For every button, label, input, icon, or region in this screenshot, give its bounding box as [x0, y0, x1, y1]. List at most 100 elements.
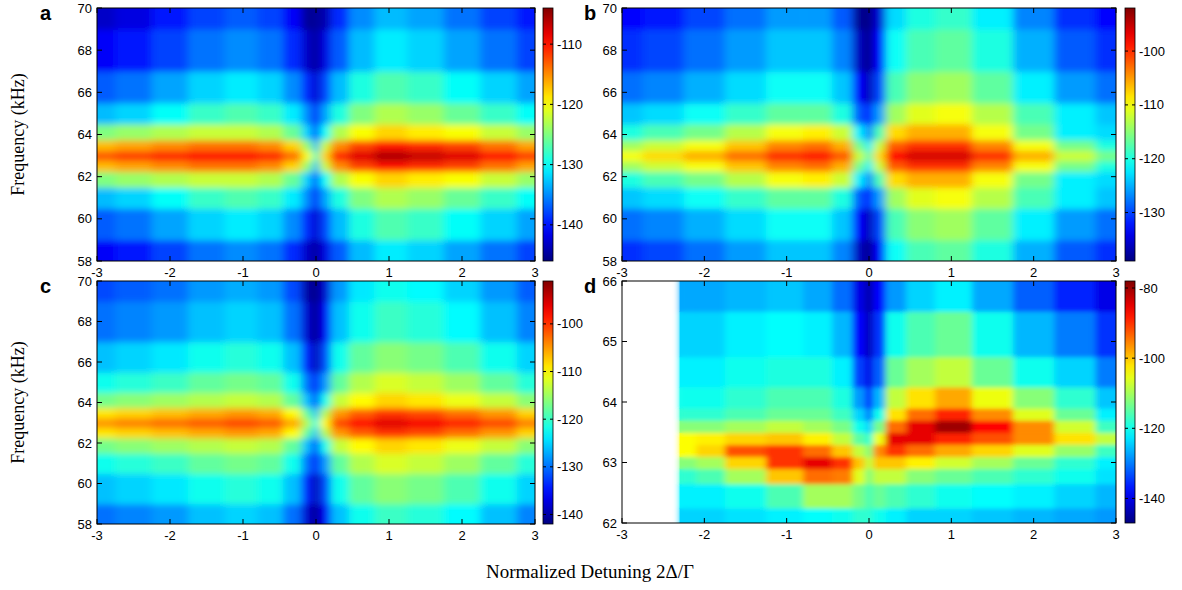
- x-tick-label: -2: [164, 265, 176, 280]
- x-tick-label: -2: [699, 265, 711, 280]
- y-tick: [622, 218, 627, 219]
- x-tick: [704, 8, 705, 13]
- y-tick-label: 68: [78, 43, 92, 58]
- y-tick: [530, 281, 535, 282]
- y-tick: [97, 261, 102, 262]
- colorbar-tick: [1125, 158, 1128, 159]
- colorbar-tick: [543, 104, 546, 105]
- colorbar-tick: [543, 164, 546, 165]
- y-tick: [97, 8, 102, 9]
- y-tick: [530, 176, 535, 177]
- x-tick-label: -1: [237, 265, 249, 280]
- colorbar-tick-label: -100: [1139, 351, 1165, 366]
- y-tick-label: 62: [603, 516, 617, 531]
- y-tick: [1111, 134, 1116, 135]
- y-tick: [1111, 523, 1116, 524]
- colorbar-tick: [550, 164, 553, 165]
- colorbar-tick: [550, 419, 553, 420]
- y-tick-label: 68: [78, 314, 92, 329]
- y-tick-label: 60: [78, 211, 92, 226]
- heatmap-cells: [97, 8, 535, 261]
- y-tick-label: 58: [603, 254, 617, 269]
- x-tick-label: 3: [531, 528, 538, 543]
- colorbar-tick-label: -130: [557, 459, 583, 474]
- y-tick-label: 58: [78, 517, 92, 532]
- y-tick-label: 66: [78, 85, 92, 100]
- x-tick: [951, 518, 952, 523]
- plot-frame: [622, 281, 1116, 523]
- colorbar-tick: [550, 323, 553, 324]
- colorbar-tick-label: -140: [557, 507, 583, 522]
- colorbar: [543, 281, 553, 524]
- x-tick: [1116, 518, 1117, 523]
- y-tick: [622, 50, 627, 51]
- x-tick: [622, 281, 623, 286]
- y-tick-label: 70: [78, 274, 92, 289]
- x-tick: [1116, 281, 1117, 286]
- plot-area: [97, 8, 535, 261]
- colorbar-tick: [550, 514, 553, 515]
- y-tick: [530, 362, 535, 363]
- y-tick: [530, 50, 535, 51]
- x-tick: [170, 281, 171, 286]
- colorbar-tick-label: -130: [557, 157, 583, 172]
- x-tick: [243, 256, 244, 261]
- y-tick: [622, 92, 627, 93]
- heatmap-smooth: [680, 281, 1116, 523]
- colorbar: [1125, 281, 1135, 523]
- y-tick-label: 70: [603, 1, 617, 16]
- x-tick: [97, 281, 98, 286]
- x-tick: [869, 518, 870, 523]
- colorbar-tick: [543, 466, 546, 467]
- y-tick: [97, 443, 102, 444]
- panel-letter: c: [40, 275, 51, 297]
- colorbar-tick: [1132, 104, 1135, 105]
- plot-area: [622, 8, 1116, 261]
- panel-letter: d: [584, 275, 596, 297]
- y-tick: [97, 134, 102, 135]
- x-tick-label: 2: [458, 265, 465, 280]
- colorbar-tick: [543, 419, 546, 420]
- y-tick: [1111, 50, 1116, 51]
- colorbar-tick: [550, 371, 553, 372]
- x-tick-label: 1: [385, 265, 392, 280]
- colorbar-tick-label: -120: [557, 97, 583, 112]
- y-tick: [97, 218, 102, 219]
- colorbar-tick-label: -80: [1139, 281, 1158, 296]
- y-tick: [1111, 281, 1116, 282]
- x-tick: [1033, 8, 1034, 13]
- colorbar-tick: [543, 224, 546, 225]
- colorbar-tick: [1125, 428, 1128, 429]
- x-tick: [1116, 8, 1117, 13]
- panel-letter: b: [584, 2, 596, 24]
- x-tick: [389, 256, 390, 261]
- x-tick-label: -3: [91, 528, 103, 543]
- y-tick: [622, 261, 627, 262]
- x-tick-label: 0: [312, 528, 319, 543]
- plot-area: [97, 281, 535, 524]
- y-tick-label: 64: [603, 395, 617, 410]
- y-axis-title: Frequency (kHz): [8, 73, 29, 195]
- x-tick: [170, 8, 171, 13]
- colorbar-tick: [543, 323, 546, 324]
- colorbar-tick: [1132, 358, 1135, 359]
- colorbar-tick: [1125, 358, 1128, 359]
- panel-letter: a: [40, 2, 52, 24]
- y-tick-label: 62: [603, 169, 617, 184]
- x-tick: [462, 519, 463, 524]
- x-tick: [170, 256, 171, 261]
- x-tick: [1033, 518, 1034, 523]
- y-tick: [530, 443, 535, 444]
- y-tick-label: 66: [603, 274, 617, 289]
- y-tick-label: 62: [78, 436, 92, 451]
- x-tick: [704, 518, 705, 523]
- y-tick-label: 64: [78, 127, 92, 142]
- x-tick: [786, 281, 787, 286]
- colorbar-tick: [1132, 212, 1135, 213]
- x-tick-label: 0: [312, 265, 319, 280]
- x-tick: [462, 8, 463, 13]
- x-tick-label: -3: [616, 527, 628, 542]
- x-tick: [869, 281, 870, 286]
- x-tick: [869, 8, 870, 13]
- colorbar-tick: [543, 44, 546, 45]
